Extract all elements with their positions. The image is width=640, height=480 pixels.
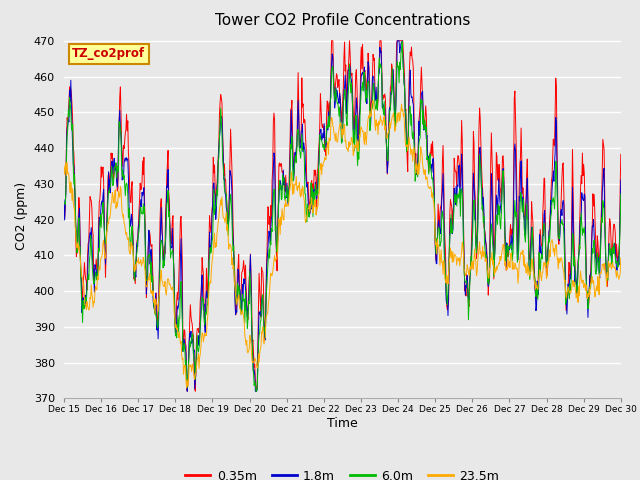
Text: TZ_co2prof: TZ_co2prof <box>72 48 145 60</box>
0.35m <box>121 139 129 144</box>
1.8m <box>299 121 307 127</box>
0.35m <box>481 227 488 232</box>
Line: 1.8m: 1.8m <box>64 41 621 391</box>
0.35m <box>205 213 213 218</box>
0.35m <box>328 38 335 44</box>
23.5m <box>542 261 550 266</box>
0.35m <box>542 250 550 256</box>
0.35m <box>299 104 307 110</box>
6.0m <box>542 251 550 256</box>
6.0m <box>617 191 625 197</box>
23.5m <box>481 249 488 254</box>
Line: 23.5m: 23.5m <box>64 100 621 388</box>
0.35m <box>458 118 465 123</box>
Line: 6.0m: 6.0m <box>64 41 621 391</box>
23.5m <box>205 280 213 286</box>
1.8m <box>458 151 465 157</box>
23.5m <box>60 163 68 168</box>
23.5m <box>369 97 377 103</box>
6.0m <box>60 200 68 205</box>
6.0m <box>299 147 307 153</box>
0.35m <box>617 152 625 157</box>
1.8m <box>617 177 625 183</box>
6.0m <box>121 184 129 190</box>
23.5m <box>299 183 307 189</box>
1.8m <box>394 38 401 44</box>
6.0m <box>205 258 212 264</box>
Title: Tower CO2 Profile Concentrations: Tower CO2 Profile Concentrations <box>214 13 470 28</box>
6.0m <box>458 186 465 192</box>
1.8m <box>60 197 68 203</box>
1.8m <box>184 388 191 394</box>
1.8m <box>542 253 550 259</box>
0.35m <box>184 388 191 394</box>
Line: 0.35m: 0.35m <box>64 41 621 391</box>
6.0m <box>252 388 260 394</box>
1.8m <box>205 229 213 235</box>
Legend: 0.35m, 1.8m, 6.0m, 23.5m: 0.35m, 1.8m, 6.0m, 23.5m <box>180 465 504 480</box>
Y-axis label: CO2 (ppm): CO2 (ppm) <box>15 182 28 250</box>
23.5m <box>458 249 465 254</box>
23.5m <box>121 221 129 227</box>
23.5m <box>183 385 191 391</box>
23.5m <box>617 255 625 261</box>
0.35m <box>60 209 68 215</box>
1.8m <box>121 156 129 162</box>
1.8m <box>481 228 488 233</box>
X-axis label: Time: Time <box>327 417 358 430</box>
6.0m <box>481 241 488 247</box>
6.0m <box>398 38 406 44</box>
